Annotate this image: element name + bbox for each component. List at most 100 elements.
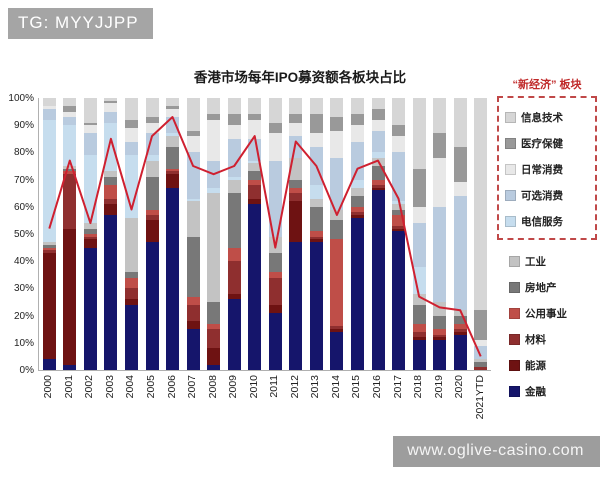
- bar-slot-2009: [224, 98, 245, 370]
- legend-item-公用事业: 公用事业: [509, 300, 593, 326]
- bar-segment-信息技术: [227, 98, 241, 115]
- bar-segment-可选消费: [124, 141, 138, 156]
- bar-segment-材料: [166, 171, 180, 175]
- stacked-bar-2018: [412, 98, 426, 370]
- bar-segment-信息技术: [145, 98, 159, 118]
- bar-segment-能源: [186, 321, 200, 330]
- bar-segment-房地产: [330, 220, 344, 240]
- bar-segment-金融: [268, 312, 282, 370]
- bar-segment-材料: [453, 329, 467, 332]
- x-tick-label-2015: 2015: [350, 375, 363, 399]
- x-tick-label-2003: 2003: [103, 375, 116, 399]
- bar-segment-公用事业: [330, 239, 344, 327]
- bar-segment-能源: [371, 187, 385, 191]
- legend-swatch-icon: [505, 189, 516, 201]
- bar-segment-日常消费: [104, 103, 118, 112]
- bar-segment-信息技术: [433, 98, 447, 134]
- bar-segment-工业: [124, 217, 138, 273]
- bar-segment-房地产: [453, 315, 467, 324]
- stacked-bar-2007: [186, 98, 200, 370]
- bar-segment-房地产: [166, 146, 180, 169]
- bar-segment-日常消费: [248, 119, 262, 139]
- bar-segment-医疗保健: [104, 100, 118, 104]
- bar-segment-可选消费: [42, 108, 56, 120]
- legend-swatch-icon: [505, 137, 516, 149]
- bar-segment-材料: [289, 193, 303, 202]
- bar-segment-工业: [104, 171, 118, 177]
- bar-segment-医疗保健: [289, 114, 303, 123]
- x-tick-label-2020: 2020: [453, 375, 466, 399]
- legend-swatch-icon: [509, 385, 520, 397]
- stacked-bar-2001: [63, 98, 77, 370]
- bar-segment-电信服务: [124, 155, 138, 218]
- stacked-bar-2017: [392, 98, 406, 370]
- legend-label: 工业: [525, 255, 546, 268]
- legend-item-房地产: 房地产: [509, 274, 593, 300]
- bar-segment-工业: [248, 163, 262, 172]
- x-tick-label-2016: 2016: [371, 375, 383, 399]
- bar-segment-医疗保健: [330, 117, 344, 131]
- legend-swatch-icon: [505, 215, 516, 227]
- stacked-bar-2012: [289, 98, 303, 370]
- legend-label: 金融: [525, 385, 546, 398]
- legend-item-金融: 金融: [509, 378, 593, 404]
- bar-segment-金融: [392, 231, 406, 370]
- legend-item-信息技术: 信息技术: [505, 104, 591, 130]
- bar-segment-金融: [330, 331, 344, 370]
- legend-swatch-icon: [509, 255, 520, 267]
- bar-segment-电信服务: [227, 176, 241, 180]
- bar-segment-日常消费: [371, 119, 385, 131]
- bar-segment-电信服务: [104, 122, 118, 172]
- bar-segment-金融: [207, 364, 221, 370]
- bar-segment-医疗保健: [124, 119, 138, 128]
- bar-segment-可选消费: [433, 206, 447, 303]
- bar-segment-信息技术: [248, 98, 262, 115]
- stacked-bar-2004: [124, 98, 138, 370]
- stacked-bar-2000: [42, 98, 56, 370]
- bar-segment-医疗保健: [186, 130, 200, 137]
- bar-segment-医疗保健: [371, 108, 385, 120]
- bar-segment-金融: [289, 242, 303, 370]
- bar-segment-医疗保健: [83, 122, 97, 126]
- bar-segment-医疗保健: [309, 114, 323, 134]
- legend-label: 可选消费: [521, 189, 563, 202]
- bar-segment-公用事业: [227, 247, 241, 262]
- bar-segment-公用事业: [42, 247, 56, 251]
- bar-slot-2019: [429, 98, 450, 370]
- bar-segment-材料: [248, 185, 262, 199]
- bar-segment-日常消费: [453, 182, 467, 196]
- bar-segment-工业: [474, 359, 488, 362]
- bar-segment-金融: [63, 364, 77, 370]
- bar-segment-医疗保健: [453, 146, 467, 183]
- bar-segment-房地产: [474, 361, 488, 368]
- bar-segment-日常消费: [124, 127, 138, 142]
- legend-item-工业: 工业: [509, 248, 593, 274]
- legend-new-economy-box: 信息技术 医疗保健 日常消费 可选消费 电信服务: [497, 96, 597, 240]
- bar-segment-房地产: [83, 228, 97, 235]
- bar-segment-信息技术: [289, 98, 303, 115]
- x-tick-label-2019: 2019: [432, 375, 445, 399]
- bar-segment-医疗保健: [207, 114, 221, 120]
- stacked-bar-2011: [268, 98, 282, 370]
- bar-segment-房地产: [350, 195, 364, 207]
- bars-container: [39, 98, 491, 370]
- bar-segment-金融: [227, 299, 241, 370]
- bar-segment-金融: [186, 329, 200, 370]
- legend-label: 电信服务: [521, 215, 563, 228]
- bar-segment-能源: [350, 214, 364, 218]
- bar-segment-医疗保健: [412, 168, 426, 207]
- bar-segment-公用事业: [371, 179, 385, 186]
- bar-segment-材料: [371, 185, 385, 188]
- bar-segment-信息技术: [371, 98, 385, 109]
- bar-segment-能源: [453, 331, 467, 335]
- bar-segment-日常消费: [227, 125, 241, 139]
- bar-segment-信息技术: [392, 98, 406, 126]
- bar-segment-信息技术: [330, 98, 344, 118]
- legend-item-能源: 能源: [509, 352, 593, 378]
- bar-segment-材料: [474, 367, 488, 370]
- bar-segment-公用事业: [392, 214, 406, 226]
- bar-segment-材料: [63, 174, 77, 229]
- bar-segment-房地产: [412, 304, 426, 324]
- bar-segment-房地产: [248, 171, 262, 180]
- bar-segment-工业: [145, 160, 159, 177]
